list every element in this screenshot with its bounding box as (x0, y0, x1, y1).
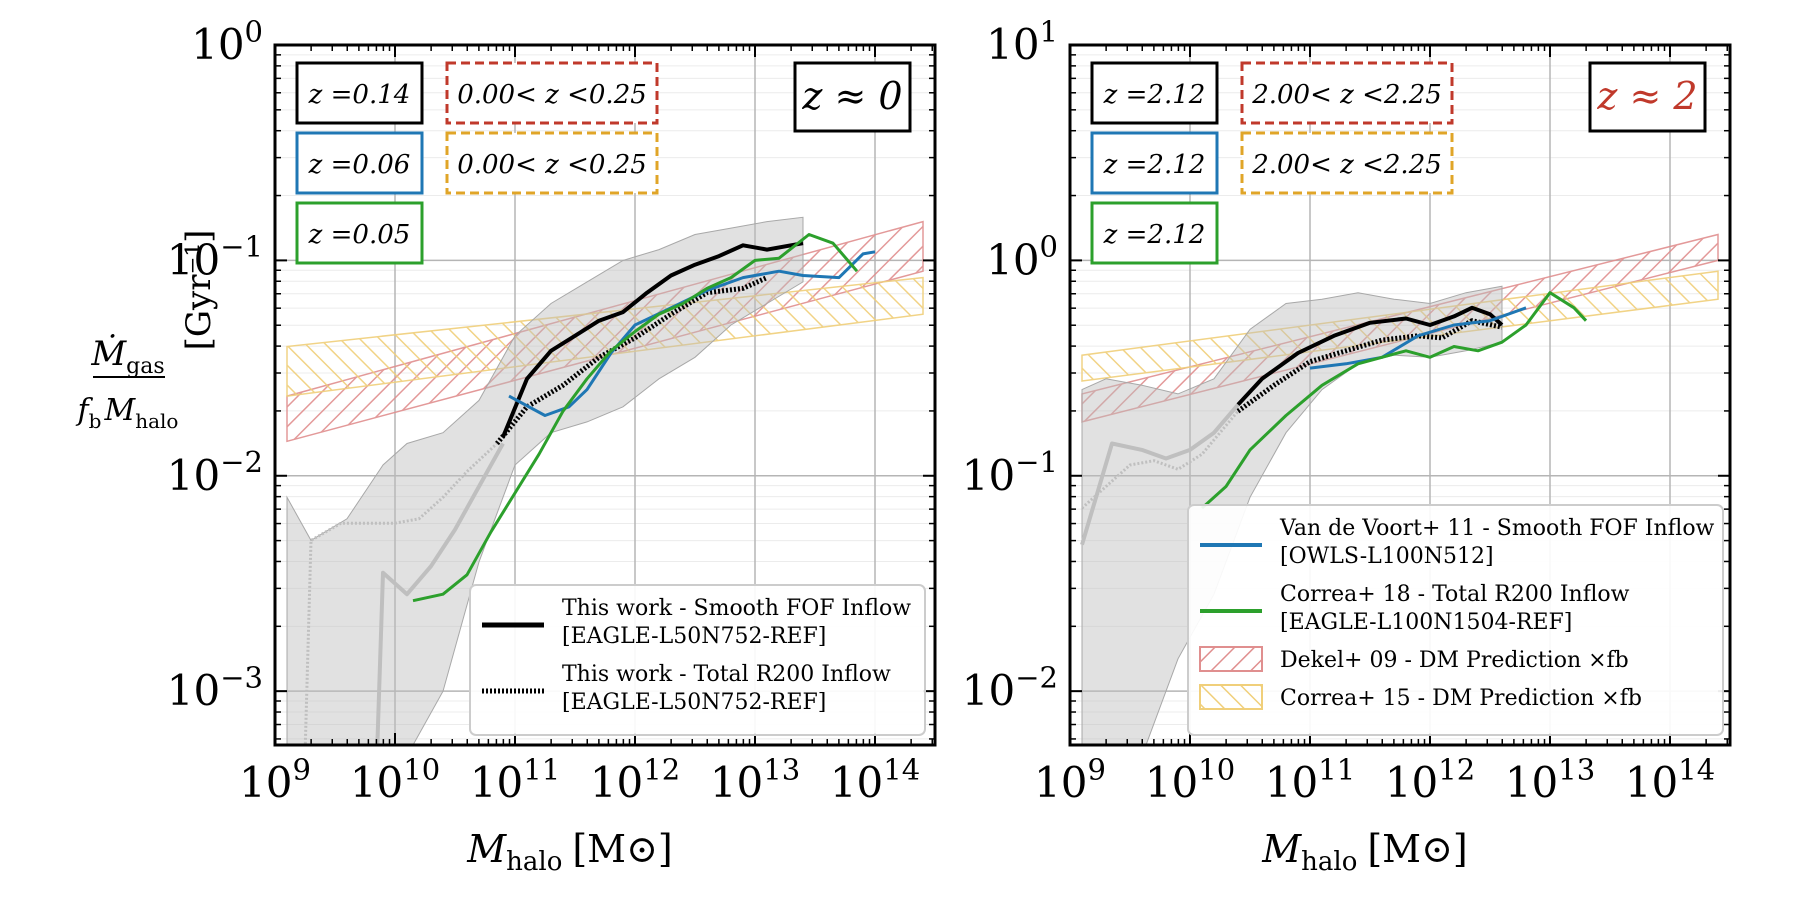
redshift-box (1090, 61, 1219, 125)
y-tick-label: 10−3 (167, 661, 263, 716)
y-tick-label: 100 (191, 14, 263, 69)
redshift-box-label: z =2.12 (1103, 150, 1206, 180)
panel-label-box (793, 61, 912, 133)
x-tick-label: 1010 (1145, 752, 1235, 807)
redshift-boxes: z =2.12 z =2.12 z =2.12 2.00< z <2.25 2.00< … (1090, 61, 1454, 265)
redshift-box-label: z =0.05 (308, 220, 411, 250)
series-van-de-voort-11-smooth-fof-inflow (1309, 306, 1527, 370)
x-axis-label-left: Mhalo [M⊙] (466, 827, 673, 877)
series-this-work-smooth-fof-inflow (1236, 305, 1504, 407)
series-this-work-total-r200-low-mass-tail- (1080, 410, 1240, 510)
panel-label: z ≈ 0 (801, 74, 902, 118)
redshift-box-label: z =0.14 (308, 80, 411, 110)
band-scatter-this-work- (286, 216, 804, 745)
series-this-work-total-r200-inflow (495, 275, 769, 446)
legend-label: Dekel+ 09 - DM Prediction ×fb (1280, 648, 1629, 673)
y-tick-label: 101 (986, 14, 1058, 69)
panel-label-box (1588, 61, 1707, 133)
series-this-work-smooth-fof-low-mass-tail- (1080, 403, 1240, 546)
panel-label: z ≈ 2 (1596, 74, 1697, 118)
x-tick-label: 1013 (1505, 752, 1595, 807)
ticks (274, 44, 935, 745)
y-axis-label: Ṁgas fb Mhalo [Gyr⁻¹] (76, 230, 219, 433)
axes-frame (1068, 43, 1732, 747)
x-tick-label: 1014 (1625, 752, 1715, 807)
legend-label-line2: [OWLS-L100N512] (1280, 544, 1494, 569)
x-axis-label-right: Mhalo [M⊙] (1261, 827, 1468, 877)
redshift-box (295, 131, 424, 195)
redshift-box (445, 61, 659, 125)
x-tick-label: 109 (239, 752, 311, 807)
redshift-box-label: 0.00< z <0.25 (457, 80, 647, 110)
legend-handle (1199, 646, 1263, 672)
legend-label-line2: [EAGLE-L50N752-REF] (562, 690, 826, 715)
redshift-box (1090, 131, 1219, 195)
legend-right: Van de Voort+ 11 - Smooth FOF Inflow [OWL… (1187, 504, 1724, 736)
redshift-box (295, 61, 424, 125)
legend-label-line2: [EAGLE-L100N1504-REF] (1280, 610, 1572, 635)
redshift-boxes: z =0.14 z =0.06 z =0.05 0.00< z <0.25 0.00< … (295, 61, 659, 265)
legend-label: Correa+ 15 - DM Prediction ×fb (1280, 686, 1642, 711)
legend-box (469, 584, 926, 736)
y-tick-label: 10−1 (962, 445, 1058, 500)
redshift-box (1240, 131, 1454, 195)
series-this-work-smooth-fof-low-mass-tail- (375, 442, 505, 745)
svg-text:Ṁgas: Ṁgas (90, 334, 164, 379)
redshift-box (445, 131, 659, 195)
legend-label-line2: [EAGLE-L50N752-REF] (562, 624, 826, 649)
series-correa-18-total-r200-inflow (412, 233, 859, 603)
band-correa-15-dm-prediction-x-fb (286, 276, 924, 397)
series-this-work-total-r200-low-mass-tail- (303, 442, 499, 745)
x-tick-label: 1013 (710, 752, 800, 807)
x-tick-label: 1012 (1385, 752, 1475, 807)
redshift-box (1240, 61, 1454, 125)
axes-frame (273, 43, 937, 747)
redshift-box-label: z =0.06 (308, 150, 411, 180)
svg-text:[Gyr⁻¹]: [Gyr⁻¹] (179, 230, 219, 351)
panel-z0: 109 1010 1011 1012 1013 1014 10−3 10−2 10−1 100 z … (167, 14, 937, 807)
legend-left: This work - Smooth FOF Inflow [EAGLE-L50N… (469, 584, 926, 736)
series-correa-18-total-r200-inflow (1200, 291, 1588, 510)
legend-handle (1199, 684, 1263, 710)
legend-label: This work - Smooth FOF Inflow (562, 596, 911, 621)
redshift-box-label: 2.00< z <2.25 (1251, 80, 1442, 110)
legend-label: Van de Voort+ 11 - Smooth FOF Inflow (1279, 516, 1715, 541)
legend-label: Correa+ 18 - Total R200 Inflow (1280, 582, 1630, 607)
x-tick-label: 1012 (590, 752, 680, 807)
x-tick-label: 1014 (830, 752, 920, 807)
y-tick-label: 10−2 (962, 661, 1058, 716)
x-tick-label: 1011 (1265, 752, 1355, 807)
svg-text:Mhalo[M⊙]: Mhalo [M⊙] (1261, 827, 1468, 877)
y-tick-label: 10−2 (167, 445, 263, 500)
x-tick-label: 1011 (470, 752, 560, 807)
legend-box (1187, 504, 1724, 736)
plot-area (286, 216, 924, 745)
redshift-box-label: 0.00< z <0.25 (457, 150, 647, 180)
svg-text:Mhalo[M⊙]: Mhalo [M⊙] (466, 827, 673, 877)
redshift-box (295, 201, 424, 265)
y-tick-label: 10−1 (167, 230, 263, 285)
series-this-work-smooth-fof-inflow (501, 241, 804, 438)
series-this-work-total-r200-inflow (1236, 318, 1503, 414)
panel-z2: 109 1010 1011 1012 1013 1014 10−2 10−1 100 101 z =… (962, 14, 1732, 807)
legend-label: This work - Total R200 Inflow (562, 662, 891, 687)
y-tick-label: 100 (986, 230, 1058, 285)
x-tick-label: 1010 (350, 752, 440, 807)
redshift-box-label: z =2.12 (1103, 80, 1206, 110)
redshift-box-label: z =2.12 (1103, 220, 1206, 250)
redshift-box (1090, 201, 1219, 265)
x-tick-label: 109 (1034, 752, 1106, 807)
redshift-box-label: 2.00< z <2.25 (1251, 150, 1442, 180)
